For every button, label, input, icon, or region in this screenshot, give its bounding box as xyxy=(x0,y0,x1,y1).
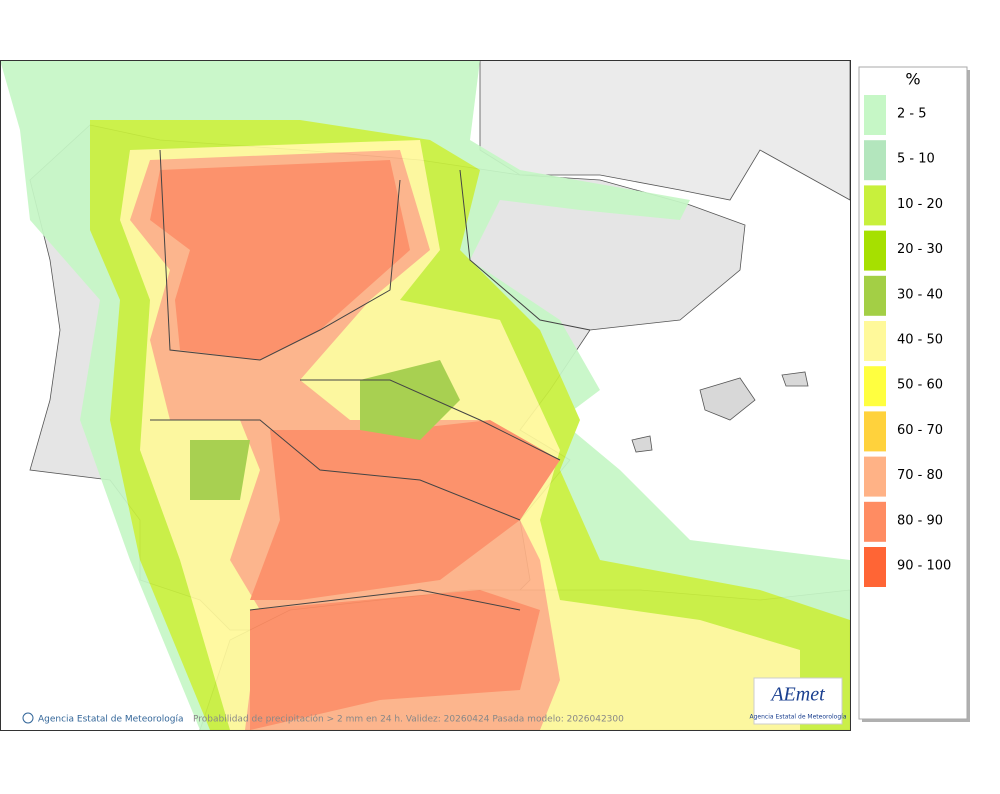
legend-swatch xyxy=(864,456,886,497)
menorca xyxy=(781,371,809,387)
legend-swatch xyxy=(864,230,886,271)
legend-title: % xyxy=(905,70,920,89)
legend-swatch xyxy=(864,185,886,226)
legend-swatch xyxy=(864,140,886,181)
legend-swatch xyxy=(864,501,886,542)
mallorca xyxy=(699,377,756,421)
copyright-icon xyxy=(22,712,34,724)
legend-swatch xyxy=(864,321,886,361)
map xyxy=(1,60,850,730)
legend-label: 60 - 70 xyxy=(897,423,943,438)
credit: Agencia Estatal de Meteorología xyxy=(38,715,184,725)
legend-label: 10 - 20 xyxy=(897,197,943,212)
legend-label: 30 - 40 xyxy=(897,287,943,302)
logo-box xyxy=(753,677,843,725)
legend-label: 5 - 10 xyxy=(897,152,935,167)
legend-label: 2 - 5 xyxy=(897,107,927,122)
legend-swatch xyxy=(864,275,886,316)
legend-label: 90 - 100 xyxy=(897,559,951,574)
logo-subtitle: Agencia Estatal de Meteorología xyxy=(750,714,847,721)
legend-label: 80 - 90 xyxy=(897,513,943,528)
legend-swatch xyxy=(864,547,886,587)
legend-swatch xyxy=(864,366,886,407)
legend-label: 70 - 80 xyxy=(897,468,943,483)
legend-swatch xyxy=(864,411,886,452)
caption: Probabilidad de precipitación > 2 mm en … xyxy=(193,714,624,725)
logo: AEmet xyxy=(769,684,825,706)
legend-label: 50 - 60 xyxy=(897,378,943,393)
map-frame xyxy=(0,60,851,731)
ibiza xyxy=(631,435,653,453)
probability-field xyxy=(1,60,850,730)
legend-label: 20 - 30 xyxy=(897,242,943,257)
legend-label: 40 - 50 xyxy=(897,333,943,348)
legend-swatch xyxy=(864,95,886,135)
borders xyxy=(150,149,591,611)
